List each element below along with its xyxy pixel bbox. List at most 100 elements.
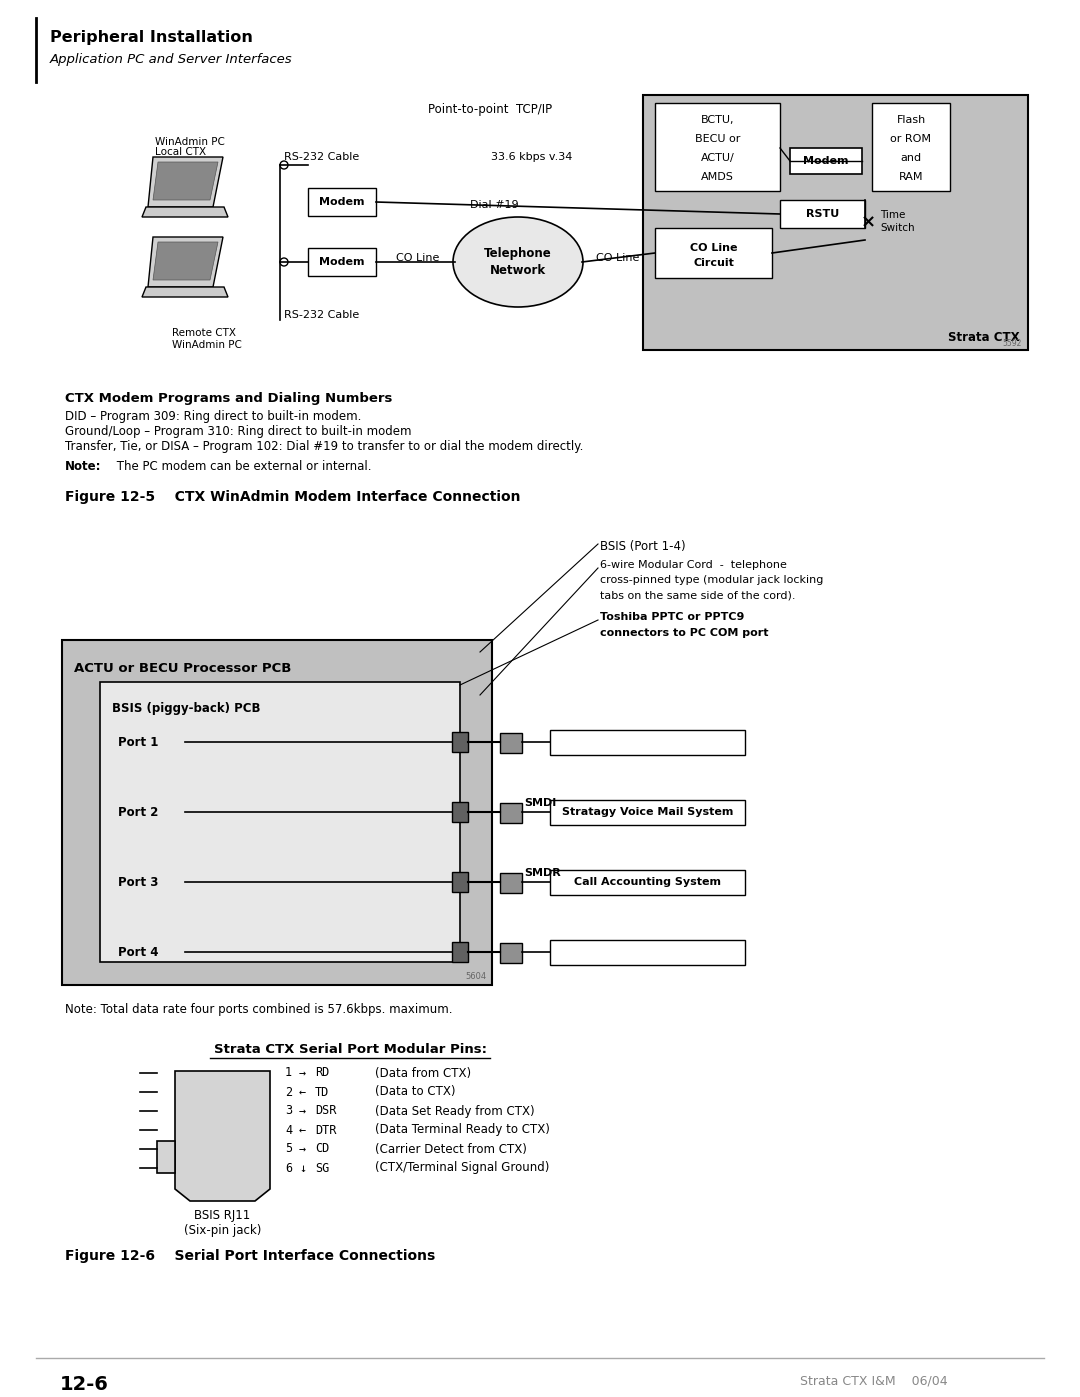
Bar xyxy=(643,95,1028,351)
Text: ↓: ↓ xyxy=(299,1161,306,1175)
Text: Stratagy Voice Mail System: Stratagy Voice Mail System xyxy=(562,807,733,817)
Text: DTR: DTR xyxy=(315,1123,336,1137)
Text: CO Line: CO Line xyxy=(596,253,639,263)
Text: 3: 3 xyxy=(285,1105,292,1118)
Text: Port 4: Port 4 xyxy=(118,946,159,958)
Text: (CTX/Terminal Signal Ground): (CTX/Terminal Signal Ground) xyxy=(375,1161,550,1175)
Text: WinAdmin PC: WinAdmin PC xyxy=(172,339,242,351)
Text: ×: × xyxy=(861,212,876,231)
Bar xyxy=(500,803,522,823)
Text: Remote CTX: Remote CTX xyxy=(172,328,237,338)
Bar xyxy=(789,148,862,175)
Text: 5592: 5592 xyxy=(1002,339,1022,348)
Text: Figure 12-5    CTX WinAdmin Modem Interface Connection: Figure 12-5 CTX WinAdmin Modem Interface… xyxy=(65,490,521,504)
Text: WinAdmin PC: WinAdmin PC xyxy=(156,137,225,147)
Text: Network: Network xyxy=(490,264,546,278)
Bar xyxy=(550,731,745,754)
Bar xyxy=(654,228,772,278)
Text: BCTU,: BCTU, xyxy=(701,115,734,124)
Text: Dial #19: Dial #19 xyxy=(470,200,518,210)
Text: DID – Program 309: Ring direct to built-in modem.: DID – Program 309: Ring direct to built-… xyxy=(65,409,362,423)
Bar xyxy=(654,103,780,191)
Text: CO Line: CO Line xyxy=(690,243,738,253)
Text: ←: ← xyxy=(299,1123,306,1137)
Text: RSTU: RSTU xyxy=(806,210,839,219)
Text: Switch: Switch xyxy=(880,224,915,233)
Text: Peripheral Installation: Peripheral Installation xyxy=(50,29,253,45)
Text: RD: RD xyxy=(315,1066,329,1080)
Polygon shape xyxy=(153,242,218,279)
Text: Telephone: Telephone xyxy=(484,247,552,260)
Bar xyxy=(453,802,468,821)
Text: Time: Time xyxy=(880,210,905,219)
Text: connectors to PC COM port: connectors to PC COM port xyxy=(600,629,769,638)
Text: Circuit: Circuit xyxy=(693,258,734,268)
Polygon shape xyxy=(148,237,222,286)
Bar xyxy=(308,189,376,217)
Bar xyxy=(453,942,468,963)
Bar xyxy=(780,200,865,228)
Text: ←: ← xyxy=(299,1085,306,1098)
Text: and: and xyxy=(901,154,921,163)
Text: Toshiba PPTC or PPTC9: Toshiba PPTC or PPTC9 xyxy=(600,612,744,622)
Text: BSIS (piggy-back) PCB: BSIS (piggy-back) PCB xyxy=(112,703,260,715)
Bar xyxy=(550,870,745,895)
Text: BSIS (Port 1-4): BSIS (Port 1-4) xyxy=(600,541,686,553)
Text: The PC modem can be external or internal.: The PC modem can be external or internal… xyxy=(113,460,372,474)
Text: 1: 1 xyxy=(285,1066,292,1080)
Polygon shape xyxy=(175,1071,270,1201)
Text: Port 2: Port 2 xyxy=(118,806,159,819)
Text: BECU or: BECU or xyxy=(694,134,740,144)
Text: 5: 5 xyxy=(285,1143,292,1155)
Ellipse shape xyxy=(453,217,583,307)
Text: Modem: Modem xyxy=(804,156,849,166)
Text: (Carrier Detect from CTX): (Carrier Detect from CTX) xyxy=(375,1143,527,1155)
Text: SMDR: SMDR xyxy=(524,868,561,877)
Bar xyxy=(308,249,376,277)
Text: CD: CD xyxy=(315,1143,329,1155)
Bar xyxy=(62,640,492,985)
Text: or ROM: or ROM xyxy=(891,134,931,144)
Polygon shape xyxy=(157,1141,175,1173)
Text: 6: 6 xyxy=(285,1161,292,1175)
Ellipse shape xyxy=(280,161,288,169)
Text: (Data Terminal Ready to CTX): (Data Terminal Ready to CTX) xyxy=(375,1123,550,1137)
Text: CO Line: CO Line xyxy=(396,253,440,263)
Bar xyxy=(100,682,460,963)
Polygon shape xyxy=(153,162,218,200)
Bar xyxy=(500,873,522,893)
Bar xyxy=(500,733,522,753)
Text: BSIS RJ11: BSIS RJ11 xyxy=(194,1208,251,1222)
Text: RAM: RAM xyxy=(899,172,923,182)
Bar xyxy=(500,943,522,963)
Text: 33.6 kbps v.34: 33.6 kbps v.34 xyxy=(490,152,572,162)
Text: RS-232 Cable: RS-232 Cable xyxy=(284,310,360,320)
Text: 6-wire Modular Cord  -  telephone: 6-wire Modular Cord - telephone xyxy=(600,560,787,570)
Text: DSR: DSR xyxy=(315,1105,336,1118)
Text: (Data from CTX): (Data from CTX) xyxy=(375,1066,471,1080)
Text: 5604: 5604 xyxy=(465,972,487,981)
Text: Application PC and Server Interfaces: Application PC and Server Interfaces xyxy=(50,53,293,66)
Text: Ground/Loop – Program 310: Ring direct to built-in modem: Ground/Loop – Program 310: Ring direct t… xyxy=(65,425,411,439)
Text: Port 1: Port 1 xyxy=(118,735,159,749)
Text: Strata CTX Serial Port Modular Pins:: Strata CTX Serial Port Modular Pins: xyxy=(214,1044,486,1056)
Polygon shape xyxy=(141,286,228,298)
Text: Call Accounting System: Call Accounting System xyxy=(573,877,721,887)
Text: Note:: Note: xyxy=(65,460,102,474)
Text: 12-6: 12-6 xyxy=(60,1375,109,1394)
Text: CTX Modem Programs and Dialing Numbers: CTX Modem Programs and Dialing Numbers xyxy=(65,393,392,405)
Text: →: → xyxy=(299,1105,306,1118)
Text: Flash: Flash xyxy=(896,115,926,124)
Text: Port 3: Port 3 xyxy=(118,876,159,888)
Polygon shape xyxy=(148,156,222,207)
Text: →: → xyxy=(299,1143,306,1155)
Text: ACTU/: ACTU/ xyxy=(701,154,734,163)
Text: Strata CTX: Strata CTX xyxy=(948,331,1020,344)
Text: (Data to CTX): (Data to CTX) xyxy=(375,1085,456,1098)
Bar xyxy=(550,800,745,826)
Polygon shape xyxy=(141,207,228,217)
Text: Figure 12-6    Serial Port Interface Connections: Figure 12-6 Serial Port Interface Connec… xyxy=(65,1249,435,1263)
Text: tabs on the same side of the cord).: tabs on the same side of the cord). xyxy=(600,590,796,599)
Ellipse shape xyxy=(280,258,288,265)
Text: ACTU or BECU Processor PCB: ACTU or BECU Processor PCB xyxy=(75,662,292,675)
